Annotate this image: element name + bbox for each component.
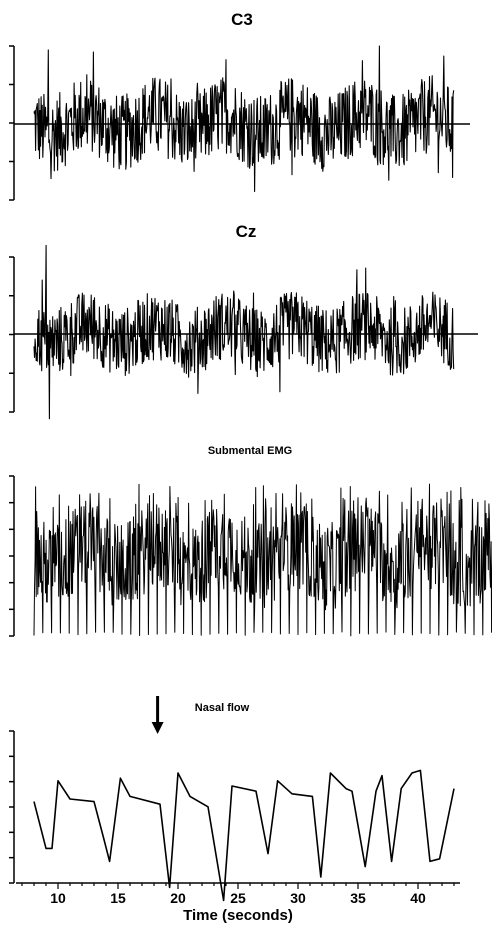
trace-c3 [33,45,455,193]
x-tick-label: 30 [290,890,306,906]
panel-c3: C3 [9,10,470,201]
x-tick-label: 35 [350,890,366,906]
panel-nasal-flow: Nasal flow 10 15 20 25 30 35 40 Time (seconds) [9,696,460,924]
panel-title-nasal-flow: Nasal flow [195,702,250,714]
x-tick-label: 15 [110,890,126,906]
x-axis-time: 10 15 20 25 30 35 40 [16,882,460,906]
panel-title-submental-emg: Submental EMG [208,445,292,457]
y-axis-submental-emg [9,475,15,637]
trace-submental-emg [33,483,492,637]
y-axis-nasal-flow [9,730,15,884]
x-tick-label: 20 [170,890,186,906]
panel-submental-emg: Submental EMG [9,445,492,637]
trace-cz [33,244,455,420]
x-axis-label: Time (seconds) [183,907,293,924]
y-axis-cz [9,256,15,413]
panel-cz: Cz [9,222,478,420]
panel-title-c3: C3 [231,10,253,29]
event-marker-arrow [151,696,164,734]
trace-nasal-flow [33,769,455,902]
x-tick-label: 10 [50,890,66,906]
panel-title-cz: Cz [236,222,257,241]
y-axis-c3 [9,45,15,201]
x-tick-label: 40 [410,890,426,906]
x-tick-label: 25 [230,890,246,906]
arrow-head [151,722,164,734]
